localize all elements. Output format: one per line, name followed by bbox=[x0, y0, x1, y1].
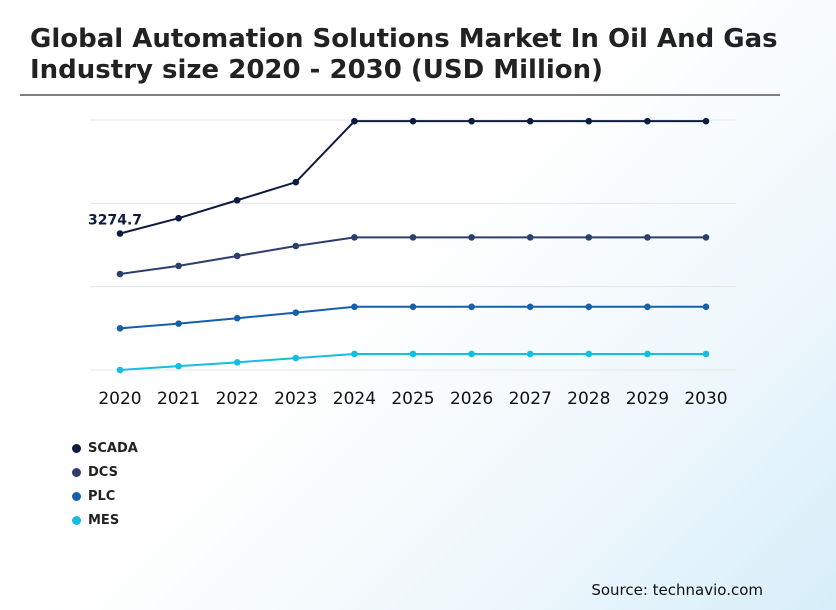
data-point-mes-2024 bbox=[351, 350, 358, 358]
data-point-mes-2020 bbox=[116, 366, 124, 374]
data-point-scada-2025 bbox=[409, 117, 417, 125]
data-point-mes-2025 bbox=[409, 350, 417, 358]
data-point-mes-2023 bbox=[292, 354, 300, 362]
legend-label: SCADA bbox=[88, 440, 138, 456]
x-tick-label: 2025 bbox=[391, 389, 434, 409]
data-point-plc-2021 bbox=[175, 320, 182, 327]
legend-marker bbox=[72, 491, 81, 501]
x-tick-label: 2029 bbox=[626, 389, 669, 409]
x-tick-label: 2027 bbox=[509, 389, 552, 409]
legend-label: MES bbox=[88, 512, 120, 528]
data-point-dcs-2026 bbox=[468, 234, 475, 241]
data-point-scada-2020 bbox=[116, 230, 124, 237]
data-point-mes-2030 bbox=[702, 350, 710, 358]
x-tick-label: 2024 bbox=[333, 389, 376, 409]
data-point-plc-2030 bbox=[702, 303, 710, 311]
data-point-mes-2027 bbox=[526, 350, 534, 358]
title-divider bbox=[20, 94, 780, 96]
data-point-mes-2021 bbox=[175, 362, 182, 370]
data-point-scada-2026 bbox=[468, 117, 475, 125]
legend-item-dcs: DCS bbox=[72, 460, 138, 484]
series-plc bbox=[116, 303, 710, 332]
data-point-dcs-2028 bbox=[585, 234, 593, 241]
x-tick-label: 2026 bbox=[450, 389, 493, 409]
legend-item-scada: SCADA bbox=[72, 436, 138, 460]
gridlines bbox=[90, 119, 736, 371]
data-point-scada-2022 bbox=[233, 196, 241, 204]
chart-title: Global Automation Solutions Market In Oi… bbox=[30, 24, 830, 86]
series-dcs bbox=[116, 234, 710, 278]
data-point-scada-2030 bbox=[702, 117, 710, 125]
legend-marker bbox=[72, 515, 81, 525]
legend: SCADA DCS PLC MES bbox=[72, 436, 138, 532]
data-point-dcs-2030 bbox=[702, 234, 710, 241]
data-point-scada-2028 bbox=[585, 117, 593, 125]
data-point-scada-2024 bbox=[351, 117, 358, 125]
x-tick-label: 2028 bbox=[567, 389, 610, 409]
x-tick-label: 2020 bbox=[98, 389, 141, 409]
series-mes bbox=[116, 350, 710, 374]
x-axis-ticks: 2020 2021 2022 2023 2024 2025 2026 2027 2028 2029… bbox=[98, 389, 727, 409]
data-point-plc-2023 bbox=[292, 309, 300, 316]
data-point-plc-2020 bbox=[116, 325, 124, 332]
data-point-mes-2026 bbox=[468, 350, 475, 358]
data-point-plc-2022 bbox=[233, 314, 241, 322]
legend-marker bbox=[72, 467, 81, 477]
data-point-mes-2029 bbox=[644, 350, 651, 358]
legend-label: PLC bbox=[88, 488, 116, 504]
data-point-scada-2027 bbox=[526, 117, 534, 125]
data-point-plc-2027 bbox=[526, 303, 534, 311]
x-tick-label: 2021 bbox=[157, 389, 200, 409]
x-tick-label: 2022 bbox=[216, 389, 259, 409]
data-point-scada-2021 bbox=[175, 214, 182, 222]
data-point-dcs-2027 bbox=[526, 234, 534, 241]
data-point-dcs-2022 bbox=[233, 252, 241, 260]
x-tick-label: 2030 bbox=[684, 389, 727, 409]
data-point-mes-2028 bbox=[585, 350, 593, 358]
legend-item-plc: PLC bbox=[72, 484, 138, 508]
legend-label: DCS bbox=[88, 464, 118, 480]
data-point-dcs-2025 bbox=[409, 234, 417, 241]
data-label: 3274.7 bbox=[88, 213, 142, 229]
data-point-scada-2023 bbox=[292, 178, 300, 186]
data-point-plc-2029 bbox=[644, 303, 651, 311]
series-lines bbox=[116, 117, 710, 374]
legend-item-mes: MES bbox=[72, 508, 138, 532]
data-point-plc-2026 bbox=[468, 303, 475, 311]
series-scada bbox=[116, 117, 710, 237]
legend-marker bbox=[72, 443, 81, 453]
series-line-dcs bbox=[119, 236, 706, 275]
data-point-plc-2024 bbox=[351, 303, 358, 311]
data-point-dcs-2020 bbox=[116, 270, 124, 278]
source-credit: Source: technavio.com bbox=[591, 581, 763, 599]
data-point-plc-2028 bbox=[585, 303, 593, 311]
chart-title-line-1: Global Automation Solutions Market In Oi… bbox=[30, 24, 778, 54]
data-point-dcs-2029 bbox=[644, 234, 651, 241]
data-point-dcs-2023 bbox=[292, 242, 300, 250]
data-point-dcs-2021 bbox=[175, 262, 182, 270]
data-point-scada-2029 bbox=[644, 117, 651, 125]
data-point-dcs-2024 bbox=[351, 234, 358, 241]
data-point-plc-2025 bbox=[409, 303, 417, 311]
series-line-scada bbox=[119, 120, 706, 235]
data-point-mes-2022 bbox=[233, 359, 241, 366]
chart-title-line-2: Industry size 2020 - 2030 (USD Million) bbox=[30, 55, 604, 85]
x-tick-label: 2023 bbox=[274, 389, 317, 409]
annotations: 3274.7 bbox=[88, 213, 142, 229]
